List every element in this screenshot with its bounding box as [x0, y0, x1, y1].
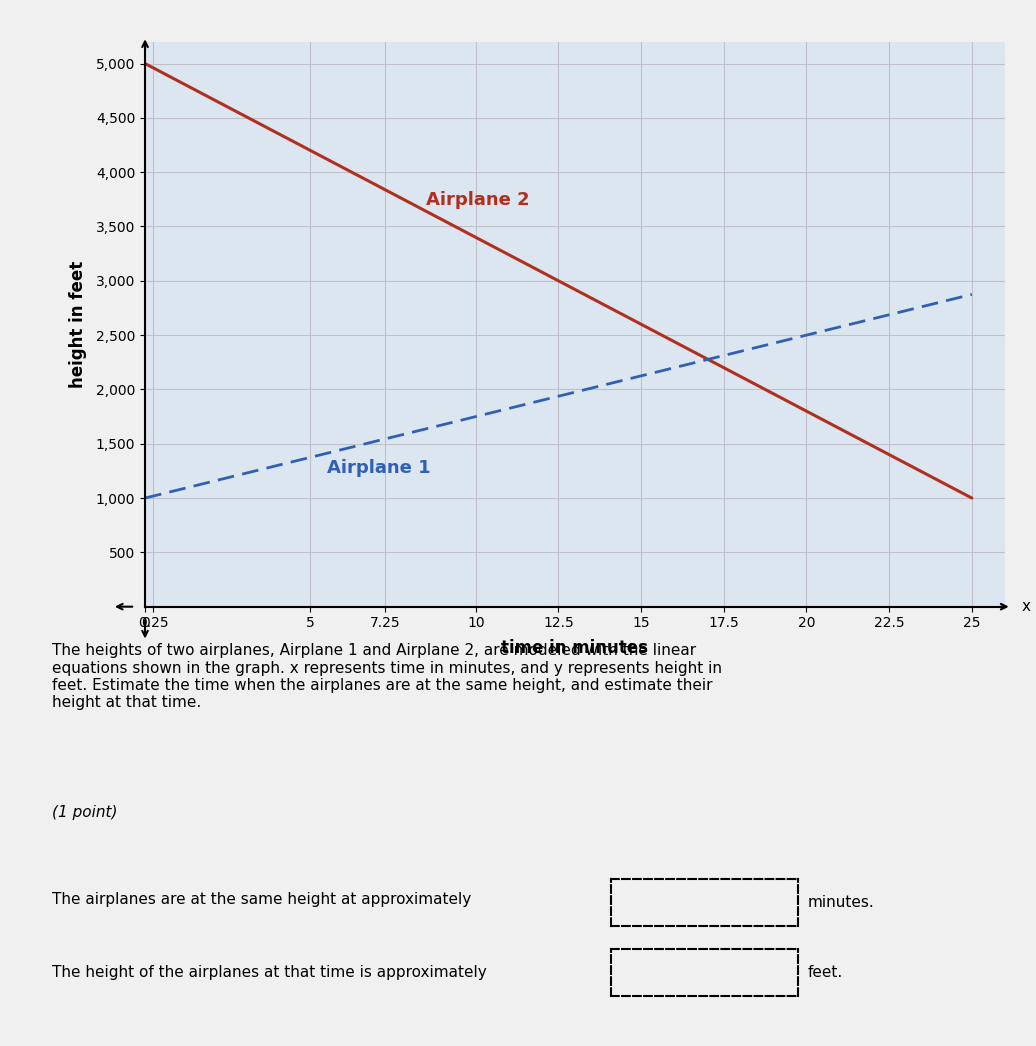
Text: feet.: feet. — [808, 965, 843, 980]
Text: minutes.: minutes. — [808, 895, 874, 910]
Text: The height of the airplanes at that time is approximately: The height of the airplanes at that time… — [52, 965, 487, 980]
Text: Airplane 2: Airplane 2 — [426, 190, 529, 209]
Text: The heights of two airplanes, Airplane 1 and Airplane 2, are modeled with the li: The heights of two airplanes, Airplane 1… — [52, 643, 722, 710]
Text: (1 point): (1 point) — [52, 805, 117, 820]
X-axis label: time in minutes: time in minutes — [501, 639, 649, 657]
Text: The airplanes are at the same height at approximately: The airplanes are at the same height at … — [52, 892, 471, 907]
Text: x: x — [1021, 599, 1031, 614]
Text: Airplane 1: Airplane 1 — [327, 459, 431, 477]
Y-axis label: height in feet: height in feet — [69, 260, 87, 388]
